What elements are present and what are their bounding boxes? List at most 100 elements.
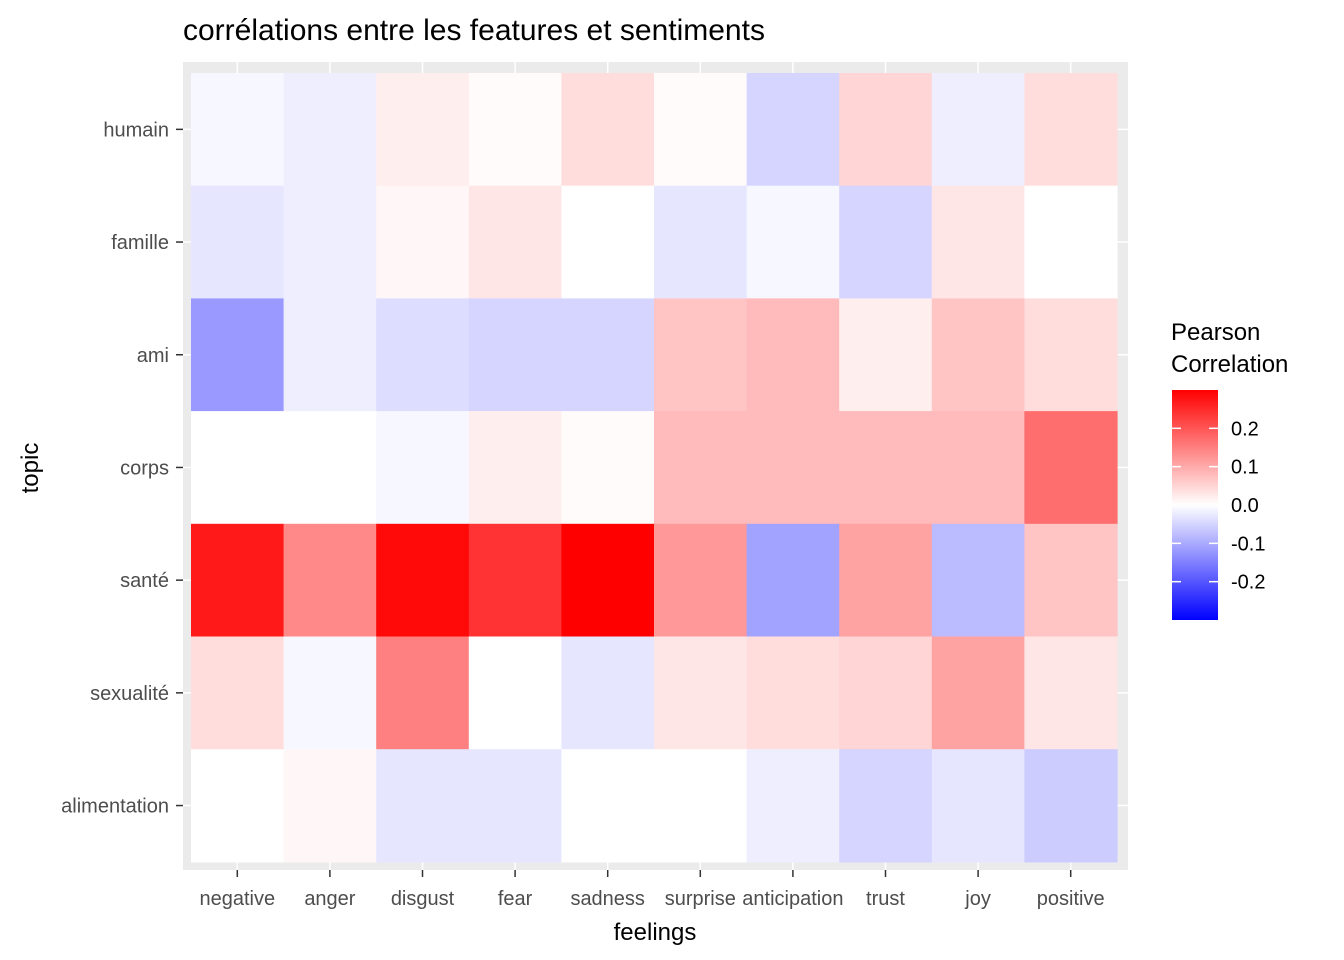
y-tick-label-sexualité: sexualité xyxy=(90,683,169,705)
heatmap-cell-sexualité-anger xyxy=(283,636,377,750)
heatmap-cell-alimentation-positive xyxy=(1024,749,1118,863)
heatmap-cell-famille-surprise xyxy=(654,185,748,299)
heatmap-cell-humain-sadness xyxy=(561,73,655,187)
heatmap-cell-santé-surprise xyxy=(654,523,748,638)
heatmap-cell-humain-trust xyxy=(839,73,933,187)
heatmap-cell-famille-joy xyxy=(931,185,1025,299)
heatmap-cell-sexualité-anticipation xyxy=(746,636,840,750)
legend-title-line2: Correlation xyxy=(1171,351,1288,378)
x-tick-label-negative: negative xyxy=(199,888,275,910)
heatmap-cell-corps-negative xyxy=(191,411,285,525)
heatmap-cell-corps-surprise xyxy=(654,411,748,525)
heatmap-cell-santé-trust xyxy=(839,523,933,638)
y-tick-label-ami: ami xyxy=(137,345,169,367)
heatmap-cell-ami-positive xyxy=(1024,298,1118,412)
heatmap-cell-ami-joy xyxy=(931,298,1025,412)
heatmap-cell-corps-anticipation xyxy=(746,411,840,525)
heatmap-cell-santé-disgust xyxy=(376,523,470,638)
heatmap-cell-alimentation-anticipation xyxy=(746,749,840,863)
legend-tick-label: -0.1 xyxy=(1231,533,1265,555)
x-tick-label-anticipation: anticipation xyxy=(742,888,843,910)
heatmap-cell-alimentation-trust xyxy=(839,749,933,863)
heatmap-cell-ami-surprise xyxy=(654,298,748,412)
heatmap-cell-famille-trust xyxy=(839,185,933,299)
heatmap-cell-corps-positive xyxy=(1024,411,1118,525)
heatmap-cell-alimentation-fear xyxy=(468,749,562,863)
heatmap-cell-santé-sadness xyxy=(561,523,655,638)
heatmap-cell-ami-anticipation xyxy=(746,298,840,412)
heatmap-cell-santé-anticipation xyxy=(746,523,840,638)
heatmap-cell-alimentation-negative xyxy=(191,749,285,863)
y-tick-label-alimentation: alimentation xyxy=(61,796,169,818)
heatmap-cell-sexualité-joy xyxy=(931,636,1025,750)
heatmap-cell-alimentation-surprise xyxy=(654,749,748,863)
heatmap-cell-famille-fear xyxy=(468,185,562,299)
heatmap-cell-sexualité-disgust xyxy=(376,636,470,750)
y-tick-label-santé: santé xyxy=(120,570,169,592)
heatmap-cell-sexualité-surprise xyxy=(654,636,748,750)
x-tick-label-trust: trust xyxy=(866,888,905,910)
legend-tick-label: 0.1 xyxy=(1231,457,1259,479)
heatmap-cell-humain-negative xyxy=(191,73,285,187)
heatmap-cell-santé-joy xyxy=(931,523,1025,638)
heatmap-cell-famille-positive xyxy=(1024,185,1118,299)
heatmap-cell-alimentation-anger xyxy=(283,749,377,863)
heatmap-cell-corps-disgust xyxy=(376,411,470,525)
heatmap-cell-sexualité-sadness xyxy=(561,636,655,750)
heatmap-cell-corps-trust xyxy=(839,411,933,525)
heatmap-cell-ami-negative xyxy=(191,298,285,412)
heatmap-cell-sexualité-positive xyxy=(1024,636,1118,750)
heatmap-cell-famille-sadness xyxy=(561,185,655,299)
legend-title-line1: Pearson xyxy=(1171,319,1260,346)
heatmap-cell-ami-fear xyxy=(468,298,562,412)
heatmap-cell-alimentation-sadness xyxy=(561,749,655,863)
heatmap-cell-ami-anger xyxy=(283,298,377,412)
x-tick-label-fear: fear xyxy=(498,888,533,910)
heatmap-cell-ami-trust xyxy=(839,298,933,412)
legend-tick-label: 0.0 xyxy=(1231,495,1259,517)
heatmap-cell-ami-disgust xyxy=(376,298,470,412)
y-tick-label-humain: humain xyxy=(103,119,169,141)
heatmap-cell-corps-sadness xyxy=(561,411,655,525)
heatmap-cell-famille-disgust xyxy=(376,185,470,299)
x-tick-label-sadness: sadness xyxy=(570,888,645,910)
heatmap-cell-alimentation-disgust xyxy=(376,749,470,863)
heatmap-cell-corps-fear xyxy=(468,411,562,525)
heatmap-cell-famille-negative xyxy=(191,185,285,299)
y-axis-title: topic xyxy=(17,443,44,494)
x-tick-label-positive: positive xyxy=(1037,888,1105,910)
legend: Pearson Correlation 0.2 0.1 0.0 -0.1 -0.2 xyxy=(1171,319,1288,620)
heatmap-cell-alimentation-joy xyxy=(931,749,1025,863)
heatmap-cell-sexualité-trust xyxy=(839,636,933,750)
legend-tick-label: 0.2 xyxy=(1231,418,1259,440)
heatmap-cell-humain-anger xyxy=(283,73,377,187)
heatmap-cell-corps-anger xyxy=(283,411,377,525)
x-axis-ticks: negative anger disgust fear sadness surprise a… xyxy=(199,870,1105,910)
heatmap-cell-famille-anger xyxy=(283,185,377,299)
heatmap-cell-humain-fear xyxy=(468,73,562,187)
y-tick-label-famille: famille xyxy=(111,232,169,254)
heatmap-cell-santé-fear xyxy=(468,523,562,638)
heatmap-cell-famille-anticipation xyxy=(746,185,840,299)
heatmap-cell-humain-surprise xyxy=(654,73,748,187)
x-tick-label-joy: joy xyxy=(964,888,991,910)
heatmap-cell-sexualité-negative xyxy=(191,636,285,750)
heatmap-cell-humain-joy xyxy=(931,73,1025,187)
heatmap-cell-humain-disgust xyxy=(376,73,470,187)
heatmap-cell-ami-sadness xyxy=(561,298,655,412)
heatmap-cell-santé-anger xyxy=(283,523,377,638)
heatmap-cell-santé-positive xyxy=(1024,523,1118,638)
heatmap-cell-sexualité-fear xyxy=(468,636,562,750)
heatmap-cell-corps-joy xyxy=(931,411,1025,525)
legend-tick-label: -0.2 xyxy=(1231,572,1265,594)
x-tick-label-anger: anger xyxy=(304,888,355,910)
heatmap-cell-humain-anticipation xyxy=(746,73,840,187)
y-tick-label-corps: corps xyxy=(120,457,169,479)
heatmap-cell-santé-negative xyxy=(191,523,285,638)
x-tick-label-disgust: disgust xyxy=(391,888,455,910)
heatmap-cell-humain-positive xyxy=(1024,73,1118,187)
chart-title: corrélations entre les features et senti… xyxy=(183,14,765,47)
y-axis-ticks: humain famille ami corps santé sexualité alime… xyxy=(61,119,183,818)
x-axis-title: feelings xyxy=(614,919,697,946)
